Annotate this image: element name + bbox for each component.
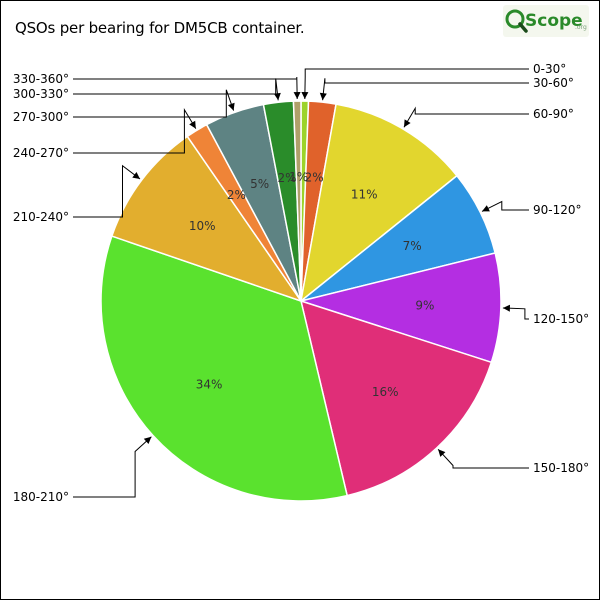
percent-label-9: 5% [250, 177, 269, 191]
leader-line-6 [73, 436, 152, 498]
leader-line-0 [304, 68, 529, 100]
percent-label-10: 2% [277, 171, 296, 185]
category-label-1: 30-60° [533, 76, 574, 90]
leader-line-9 [73, 89, 235, 118]
leader-line-2 [403, 106, 529, 128]
category-labels: 0-30°30-60° 60-90° 90-120° 120-150° 150-180°… [13, 62, 589, 504]
category-label-3: 90-120° [533, 203, 582, 217]
category-label-9: 270-300° [13, 110, 69, 124]
leader-arrow-10 [273, 92, 281, 101]
category-label-10: 300-330° [13, 87, 69, 101]
category-label-4: 120-150° [533, 312, 589, 326]
category-label-11: 330-360° [13, 72, 69, 86]
category-label-0: 0-30° [533, 62, 566, 76]
percent-label-2: 11% [351, 187, 378, 201]
percent-label-4: 9% [415, 298, 434, 312]
pie-slice-5 [299, 299, 493, 497]
leader-arrow-1 [319, 92, 327, 101]
percent-label-11: 1% [289, 170, 308, 184]
percent-label-7: 10% [189, 219, 216, 233]
leader-line-1 [322, 78, 529, 101]
leader-line-11 [73, 76, 298, 100]
logo-text: Scope [525, 11, 583, 31]
percent-label-5: 16% [372, 385, 399, 399]
leader-line-5 [437, 448, 529, 469]
leader-arrow-7 [132, 172, 140, 179]
logo-suffix: .org [575, 24, 587, 31]
pie-slice-2 [299, 103, 458, 303]
pie-slice-7 [110, 135, 303, 303]
pie-slice-11 [292, 100, 302, 302]
category-label-8: 240-270° [13, 146, 69, 160]
leader-arrow-4 [502, 304, 510, 312]
leader-arrow-0 [301, 92, 309, 99]
percent-label-3: 7% [403, 239, 422, 253]
leader-line-8 [73, 108, 197, 154]
percent-label-1: 2% [305, 171, 324, 185]
leader-arrow-2 [404, 119, 411, 128]
leader-line-4 [502, 307, 529, 320]
category-label-5: 150-180° [533, 461, 589, 475]
leader-arrow-3 [482, 205, 490, 212]
category-label-7: 210-240° [13, 210, 69, 224]
pie-slice-6 [100, 235, 349, 502]
category-label-2: 60-90° [533, 107, 574, 121]
leader-arrow-8 [189, 120, 196, 129]
leader-arrow-11 [293, 92, 301, 99]
qscope-logo: Scope .org [503, 5, 589, 37]
magnifier-icon [505, 9, 525, 29]
chart-title: QSOs per bearing for DM5CB container. [15, 19, 305, 37]
leader-line-10 [73, 78, 279, 101]
leader-lines [73, 68, 529, 498]
leader-arrow-9 [228, 102, 235, 111]
pie-slice-4 [298, 252, 502, 364]
percent-label-6: 34% [196, 377, 223, 391]
leader-arrow-6 [143, 436, 152, 444]
category-label-6: 180-210° [13, 490, 69, 504]
leader-arrow-5 [438, 449, 446, 457]
pie-slices [100, 100, 502, 502]
percent-labels: 2%11%7%9%16%34%10%2%5% 2%1% [189, 170, 435, 399]
leader-line-3 [481, 200, 529, 212]
leader-line-7 [73, 164, 141, 218]
percent-label-8: 2% [227, 188, 246, 202]
